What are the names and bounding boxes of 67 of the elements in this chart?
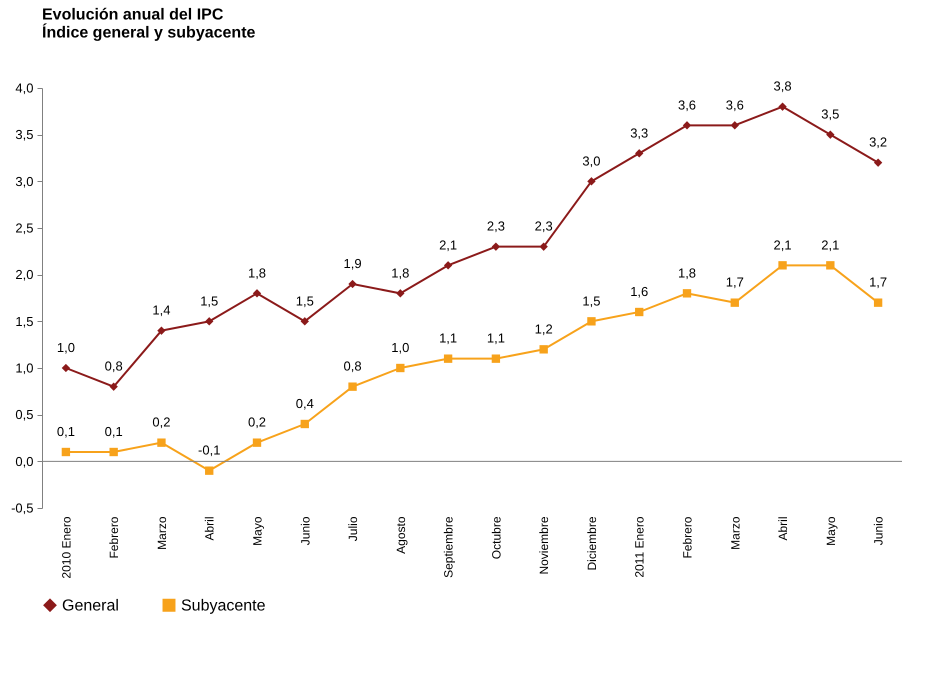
data-label: 1,1	[486, 330, 505, 346]
data-label: 0,1	[104, 424, 123, 439]
x-tick-label: Junio	[872, 516, 886, 546]
x-tick-label: Agosto	[394, 516, 408, 554]
data-label: 1,8	[678, 265, 696, 280]
data-label: 3,6	[726, 97, 744, 112]
chart-title: Evolución anual del IPC Índice general y subyacente	[42, 6, 256, 42]
data-label: 3,5	[821, 106, 840, 122]
data-label: 0,4	[296, 396, 314, 411]
x-tick-label: Noviembre	[537, 516, 552, 575]
x-tick-label: Abril	[202, 516, 217, 541]
x-tick-label: Septiembre	[442, 516, 456, 578]
x-tick-label: Febrero	[680, 516, 694, 559]
data-label: 3,0	[582, 153, 600, 168]
y-tick-label: 2,0	[15, 267, 34, 282]
x-tick-label: Octubre	[489, 516, 504, 560]
data-label: 0,8	[344, 358, 362, 374]
x-tick-label: Julio	[346, 516, 360, 542]
y-tick-label: 0,0	[15, 454, 34, 469]
y-tick-label: 0,5	[15, 407, 34, 422]
x-tick-label: Abril	[776, 516, 790, 541]
data-label: 0,2	[152, 414, 170, 430]
data-label: 0,8	[104, 358, 123, 374]
data-label: 3,3	[630, 125, 648, 140]
legend-label: Subyacente	[181, 597, 266, 614]
data-label: 1,8	[248, 265, 266, 280]
x-tick-label: Marzo	[154, 516, 169, 550]
data-label: 1,6	[630, 284, 648, 299]
x-tick-label: Mayo	[250, 516, 264, 546]
data-label: 1,7	[726, 274, 744, 290]
y-tick-label: 2,5	[15, 220, 34, 236]
data-label: 2,1	[821, 237, 840, 252]
data-label: 1,9	[344, 256, 362, 271]
data-label: 0,1	[56, 424, 75, 439]
data-label: 1,5	[200, 293, 218, 308]
data-label: 1,1	[439, 330, 458, 346]
x-tick-label: Febrero	[107, 516, 122, 559]
data-label: -0,1	[198, 442, 220, 458]
data-label: 1,4	[152, 302, 170, 318]
x-tick-label: Diciembre	[584, 516, 599, 571]
x-tick-label: 2011 Enero	[632, 516, 647, 578]
y-tick-label: 4,0	[15, 80, 34, 96]
y-tick-label: 3,5	[15, 127, 34, 142]
y-tick-label: 1,0	[15, 360, 34, 376]
data-label: 1,0	[56, 340, 75, 355]
y-tick-label: -0,5	[11, 500, 34, 516]
data-label: 1,2	[534, 321, 553, 336]
x-tick-label: 2010 Enero	[59, 516, 74, 579]
y-tick-label: 3,0	[15, 174, 34, 189]
data-label: 2,3	[486, 218, 505, 234]
data-label: 1,7	[869, 274, 888, 290]
data-label: 2,3	[534, 218, 553, 234]
data-label: 1,0	[391, 340, 410, 355]
data-label: 3,6	[678, 97, 696, 112]
data-label: 3,2	[869, 134, 888, 150]
data-label: 1,5	[582, 293, 600, 308]
legend-label: General	[62, 597, 119, 614]
y-tick-label: 1,5	[15, 314, 34, 329]
x-tick-label: Marzo	[728, 516, 742, 550]
data-label: 1,5	[296, 293, 314, 308]
data-label: 1,8	[391, 265, 410, 280]
data-label: 0,2	[248, 414, 266, 430]
x-tick-label: Junio	[298, 516, 312, 546]
data-label: 3,8	[774, 78, 792, 94]
x-tick-label: Mayo	[824, 516, 838, 546]
data-label: 2,1	[439, 237, 458, 252]
data-label: 2,1	[774, 237, 792, 252]
